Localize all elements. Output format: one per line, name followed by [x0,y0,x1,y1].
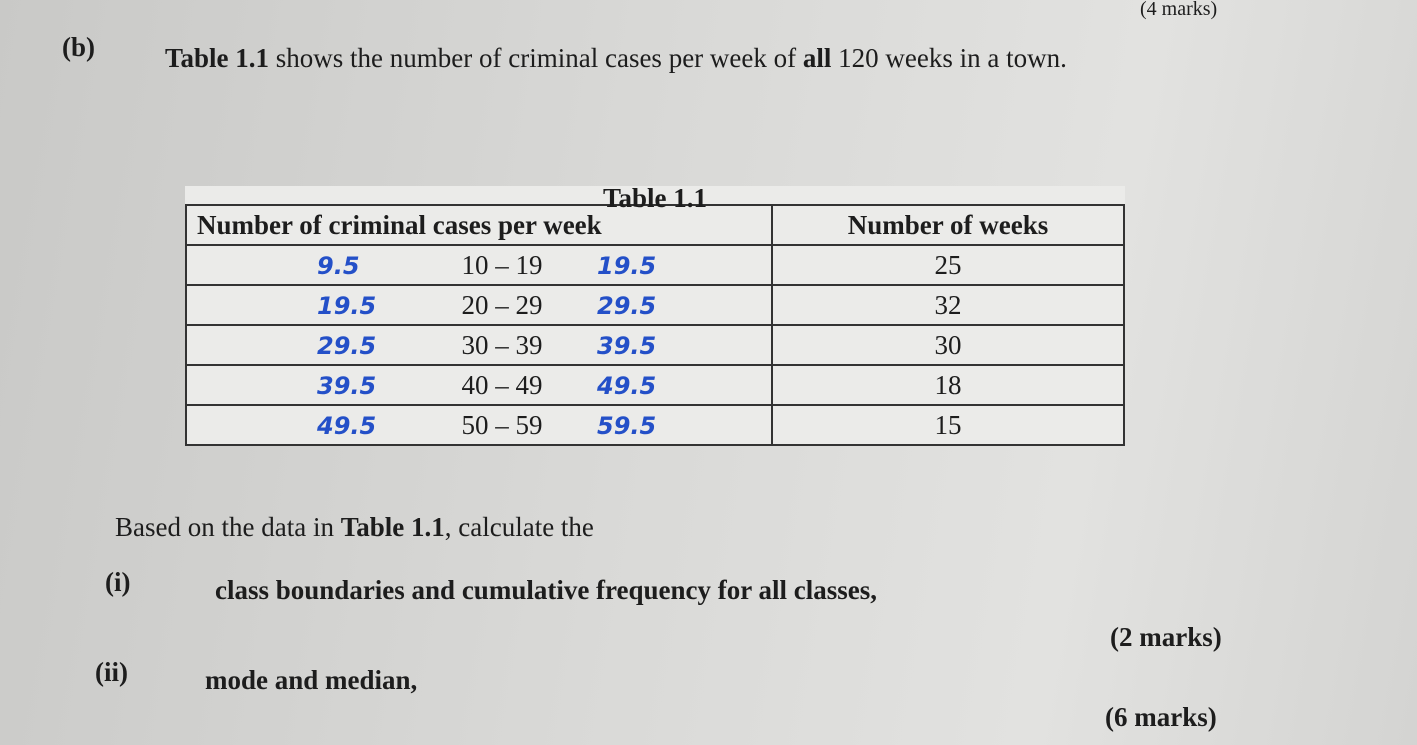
table-row: 49.5 50 – 59 59.5 15 [185,404,1125,446]
class-cell: 19.5 20 – 29 29.5 [185,284,773,326]
item-text: mode and median, [205,665,418,695]
upper-boundary: 49.5 [597,371,657,400]
text-run: Based on the data in [115,512,334,542]
text-run: Table 1.1 [165,43,270,73]
upper-boundary: 39.5 [597,331,657,360]
weeks-cell: 25 [771,244,1125,286]
text-run: shows the number of criminal cases per w… [275,43,797,73]
weeks-cell: 30 [771,324,1125,366]
text-run: Table 1.1 [340,512,445,542]
table-row: 39.5 40 – 49 49.5 18 [185,364,1125,406]
text-run: , calculate the [444,512,594,542]
question-label: (b) [62,32,95,62]
class-cell: 29.5 30 – 39 39.5 [185,324,773,366]
lower-boundary: 29.5 [317,331,377,360]
header-cell: Number of weeks [771,204,1125,246]
class-interval: 50 – 59 [461,409,543,440]
class-cell: 49.5 50 – 59 59.5 [185,404,773,446]
lower-boundary: 39.5 [317,371,377,400]
table-block: Table 1.1 Number of criminal cases per w… [185,180,1125,446]
header-cell: Number of criminal cases per week [185,204,773,246]
upper-boundary: 59.5 [597,411,657,440]
upper-boundary: 29.5 [597,291,657,320]
data-table: Number of criminal cases per week Number … [185,186,1125,446]
table-row: 9.5 10 – 19 19.5 25 [185,244,1125,286]
class-cell: 39.5 40 – 49 49.5 [185,364,773,406]
table-row: 29.5 30 – 39 39.5 30 [185,324,1125,366]
weeks-cell: 32 [771,284,1125,326]
item-marks: (2 marks) [1110,622,1222,652]
text-run: 120 weeks in a town. [838,43,1067,73]
lower-boundary: 9.5 [317,251,360,280]
lower-boundary: 49.5 [317,411,377,440]
instruction: Based on the data in Table 1.1, calculat… [115,512,594,543]
item-label: (i) [105,567,131,597]
class-interval: 40 – 49 [461,369,543,400]
text-run: all [802,43,832,73]
question-text: Table 1.1 shows the number of criminal c… [165,36,1275,80]
weeks-cell: 18 [771,364,1125,406]
class-interval: 10 – 19 [461,249,543,280]
lower-boundary: 19.5 [317,291,377,320]
upper-boundary: 19.5 [597,251,657,280]
item-label: (ii) [95,657,128,687]
table-caption: Table 1.1 [602,183,708,213]
class-cell: 9.5 10 – 19 19.5 [185,244,773,286]
class-interval: 20 – 29 [461,289,543,320]
header-row: Number of criminal cases per week Number … [185,204,1125,246]
top-marks: (4 marks) [1140,0,1218,20]
table-row: 19.5 20 – 29 29.5 32 [185,284,1125,326]
item-marks: (6 marks) [1105,702,1217,732]
weeks-cell: 15 [771,404,1125,446]
class-interval: 30 – 39 [461,329,543,360]
item-text: class boundaries and cumulative frequenc… [215,575,878,605]
